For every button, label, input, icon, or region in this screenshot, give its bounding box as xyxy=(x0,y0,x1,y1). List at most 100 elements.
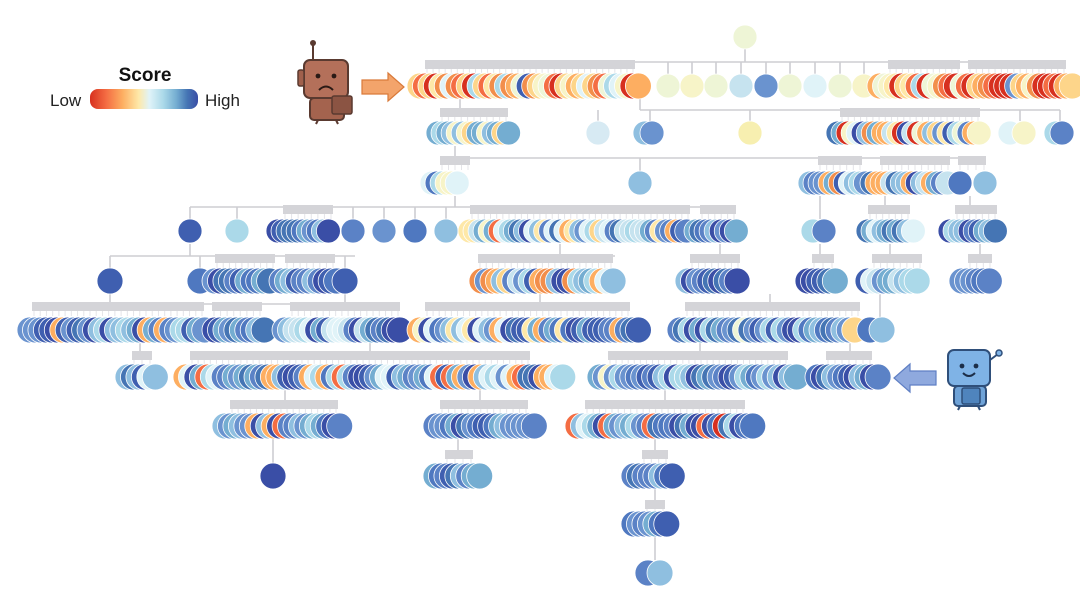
tree-node xyxy=(639,120,665,146)
sibling-bracket xyxy=(968,254,992,263)
tree-nodes xyxy=(16,24,1080,587)
sibling-bracket xyxy=(872,254,922,263)
sibling-bracket xyxy=(285,254,335,263)
sibling-bracket xyxy=(958,156,986,165)
sibling-bracket xyxy=(642,450,668,459)
tree-node xyxy=(658,462,686,490)
sibling-bracket xyxy=(132,351,152,360)
sibling-bracket xyxy=(445,450,473,459)
tree-node xyxy=(646,559,674,587)
sibling-bracket xyxy=(478,254,613,263)
tree-node xyxy=(723,267,751,295)
tree-node xyxy=(811,218,837,244)
tree-node xyxy=(520,412,548,440)
tree-node xyxy=(653,510,681,538)
sibling-bracket xyxy=(880,156,950,165)
tree-node xyxy=(753,73,779,99)
sibling-bracket xyxy=(440,108,508,117)
sibling-bracket xyxy=(608,351,788,360)
tree-node xyxy=(315,218,341,244)
sibling-bracket xyxy=(690,254,740,263)
sibling-bracket xyxy=(190,351,530,360)
tree-node xyxy=(402,218,428,244)
sibling-bracket xyxy=(645,500,665,509)
blue-arrow-left-icon xyxy=(893,362,937,394)
tree-node xyxy=(1058,72,1080,100)
sibling-bracket xyxy=(826,351,872,360)
sibling-bracket xyxy=(215,254,275,263)
sibling-bracket xyxy=(888,60,960,69)
sibling-bracket xyxy=(470,205,690,214)
tree-node xyxy=(627,170,653,196)
tree-node xyxy=(340,218,366,244)
tree-node xyxy=(947,170,973,196)
tree-node xyxy=(625,72,652,100)
tree-node xyxy=(177,218,203,244)
tree-node xyxy=(259,462,287,490)
sibling-bracket xyxy=(840,108,980,117)
sibling-bracket xyxy=(440,400,528,409)
legend-gradient-bar xyxy=(90,89,198,109)
sibling-bracket xyxy=(32,302,204,311)
sibling-bracket xyxy=(968,60,1066,69)
tree-node xyxy=(703,73,729,99)
sibling-bracket xyxy=(585,400,745,409)
legend-high-label: High xyxy=(205,91,240,110)
tree-node xyxy=(723,218,749,244)
tree-node xyxy=(868,316,896,344)
score-legend: Score Low High xyxy=(50,65,240,110)
tree-node xyxy=(466,462,494,490)
tree-node xyxy=(903,267,931,295)
sibling-bracket xyxy=(425,302,630,311)
tree-node xyxy=(972,170,998,196)
tree-node xyxy=(966,120,992,146)
sad-brown-robot-icon xyxy=(297,40,353,125)
sibling-bracket xyxy=(818,156,862,165)
sibling-bracket xyxy=(812,254,834,263)
tree-node xyxy=(821,267,849,295)
tree-node xyxy=(141,363,169,391)
sibling-bracket xyxy=(290,302,400,311)
tree-node xyxy=(599,267,627,295)
tree-node xyxy=(827,73,853,99)
tree-node xyxy=(864,363,892,391)
tree-node xyxy=(96,267,124,295)
tree-node xyxy=(737,120,763,146)
tree-node xyxy=(802,73,828,99)
tree-node xyxy=(433,218,459,244)
sibling-bracket xyxy=(230,400,338,409)
sibling-bracket xyxy=(868,205,910,214)
tree-node xyxy=(326,412,354,440)
tree-node xyxy=(331,267,359,295)
legend-low-label: Low xyxy=(50,91,82,110)
tree-node xyxy=(371,218,397,244)
tree-node xyxy=(728,73,754,99)
sibling-bracket xyxy=(700,205,736,214)
legend-title: Score xyxy=(119,65,172,86)
tree-node xyxy=(549,363,577,391)
tree-node xyxy=(900,218,926,244)
tree-node xyxy=(982,218,1008,244)
tree-node xyxy=(625,316,652,344)
tree-node xyxy=(679,73,705,99)
sibling-bracket xyxy=(440,156,470,165)
tree-node xyxy=(1011,120,1037,146)
tree-node xyxy=(496,120,521,146)
tree-node xyxy=(444,170,470,196)
sibling-bracket xyxy=(283,205,333,214)
tree-node xyxy=(224,218,250,244)
tree-node xyxy=(655,73,681,99)
sibling-bracket xyxy=(212,302,262,311)
tree-node xyxy=(975,267,1003,295)
tree-node xyxy=(732,24,758,50)
tree-node xyxy=(585,120,611,146)
tree-node xyxy=(739,412,767,440)
sibling-bracket xyxy=(955,205,997,214)
orange-arrow-right-icon xyxy=(361,71,405,103)
tree-node xyxy=(1049,120,1075,146)
happy-blue-robot-icon xyxy=(947,349,1003,411)
sibling-bracket xyxy=(425,60,635,69)
sibling-bracket xyxy=(685,302,860,311)
tree-node xyxy=(777,73,803,99)
